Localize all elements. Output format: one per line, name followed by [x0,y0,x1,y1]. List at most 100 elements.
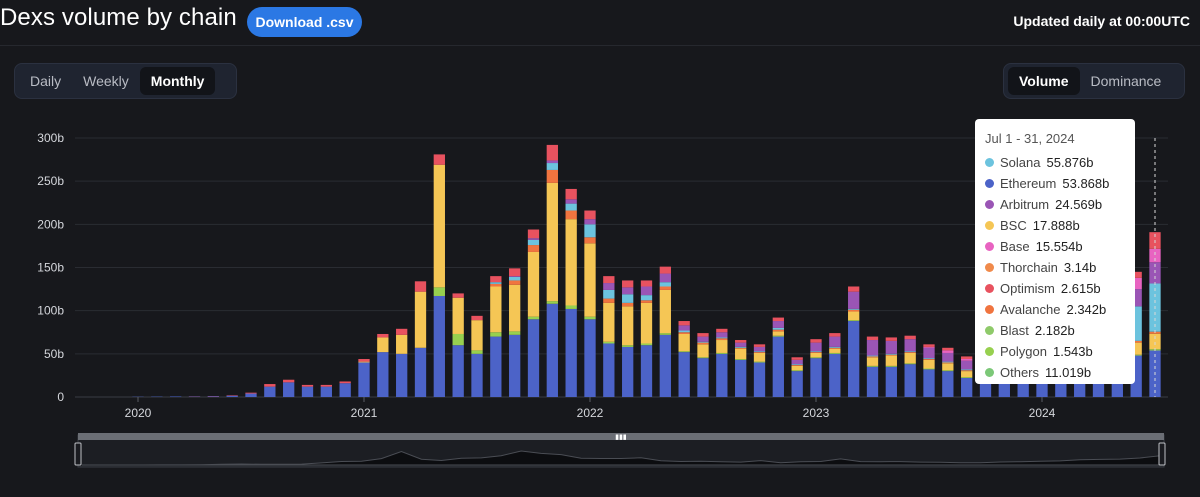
bar-segment-solana [678,330,690,333]
tooltip-row-arbitrum: Arbitrum 24.569b [985,194,1125,215]
tooltip-row-bsc: BSC 17.888b [985,215,1125,236]
bar-segment-ethereum [697,358,709,397]
bar-stack-2023-03 [848,286,860,397]
bar-segment-ethereum [716,353,728,397]
download-csv-button[interactable]: Download .csv [247,7,362,37]
legend-dot-icon [985,158,994,167]
tooltip-series-name: Blast [1000,323,1029,338]
bar-segment-arbitrum [716,332,728,338]
bar-segment-solana [923,358,935,360]
bar-segment-ethereum [433,295,445,397]
bar-segment-ethereum [772,336,784,397]
bar-segment-ethereum [283,382,295,397]
bar-segment-avalanche [697,342,709,345]
period-option-monthly[interactable]: Monthly [139,67,216,95]
bar-segment-avalanche [678,332,690,334]
bar-segment-solana [791,364,803,366]
tooltip-series-value: 11.019b [1045,365,1092,380]
bar-segment-bsc [810,352,822,358]
bar-segment-others [452,293,464,298]
slider-sparkline [82,450,1161,466]
x-tick-label: 2020 [125,406,152,420]
bar-segment-bsc [546,182,558,302]
bar-stack-2021-07 [471,315,483,397]
bar-segment-bsc [377,337,389,353]
bar-segment-polygon [546,301,558,304]
metric-option-dominance[interactable]: Dominance [1090,73,1162,89]
bar-segment-ethereum [527,319,540,397]
bar-segment-avalanche [622,302,634,307]
bar-segment-ethereum [358,362,370,397]
bar-segment-avalanche [565,210,577,220]
bar-segment-solana [509,277,521,281]
bar-stack-2022-04 [640,280,653,397]
bar-segment-bsc [433,164,445,288]
bar-segment-solana [659,282,671,287]
period-toggle: Daily Weekly Monthly [14,63,237,99]
bar-segment-polygon [1130,354,1142,356]
tooltip-series-value: 2.615b [1060,281,1101,296]
bar-segment-solana [772,327,784,330]
bar-segment-ethereum [339,383,351,397]
chart-grid [75,137,1168,398]
bar-segment-others [772,317,784,322]
tooltip-series-name: Avalanche [1000,302,1061,317]
bar-segment-ethereum [904,364,916,397]
tooltip-row-avalanche: Avalanche 2.342b [985,299,1125,320]
bar-segment-ethereum [640,345,653,397]
bar-segment-avalanche [716,338,728,341]
bar-segment-others [716,328,728,333]
bar-segment-arbitrum [584,219,596,225]
bar-stack-2022-11 [772,317,784,397]
y-tick-label: 250b [37,174,64,188]
bar-stack-2021-11 [546,144,558,397]
bar-segment-polygon [791,370,803,372]
bar-stack-2022-05 [659,266,671,397]
bar-segment-ethereum [603,343,615,397]
bar-segment-bsc [490,286,502,333]
bar-segment-ethereum [659,334,671,397]
page-title: Dexs volume by chain [0,4,237,31]
tooltip-row-solana: Solana 55.876b [985,152,1125,173]
bar-stack-2021-08 [490,276,502,397]
tooltip-title: Jul 1 - 31, 2024 [985,131,1075,146]
zoom-slider[interactable]: ▮▮▮ [74,433,1166,468]
chart-bars [132,144,1161,397]
bar-stack-2020-11 [320,384,332,397]
bar-segment-arbitrum [1130,289,1142,307]
bar-segment-bsc [942,363,954,371]
bar-segment-bsc [471,320,483,351]
bar-stack-2023-02 [829,333,841,397]
legend-dot-icon [985,179,994,188]
bar-segment-others [584,210,596,220]
x-tick-label: 2021 [351,406,378,420]
bar-segment-others [622,280,634,288]
period-option-weekly[interactable]: Weekly [83,73,129,89]
bar-segment-ethereum [678,352,690,397]
bar-segment-polygon [640,343,653,346]
metric-option-volume[interactable]: Volume [1008,67,1080,95]
bar-stack-2023-08 [942,347,954,397]
bar-segment-solana [584,224,596,238]
bar-segment-base [961,359,973,361]
bar-segment-avalanche [509,280,521,285]
bar-segment-bsc [791,365,803,371]
bar-segment-avalanche [640,300,653,303]
legend-dot-icon [985,263,994,272]
y-tick-label: 150b [37,261,64,275]
bar-segment-solana [848,308,860,310]
bar-segment-others [245,392,257,394]
bar-segment-bsc [414,291,427,348]
bar-segment-others [904,335,916,340]
bar-segment-bsc [1130,342,1142,355]
bar-segment-others [810,339,822,343]
bar-stack-2020-07 [245,392,257,397]
bar-stack-2022-02 [603,276,615,397]
bar-segment-ethereum [810,358,822,397]
bar-segment-polygon [584,316,596,320]
bar-segment-arbitrum [546,160,558,164]
bar-stack-2021-09 [509,268,521,397]
bar-segment-solana [885,353,897,355]
period-option-daily[interactable]: Daily [30,73,62,89]
bar-segment-polygon [452,333,464,346]
